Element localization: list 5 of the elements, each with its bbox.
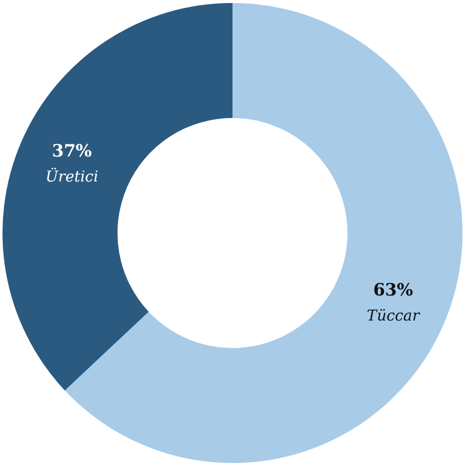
donut-slice [2,3,232,390]
data-label: 63% [373,280,414,300]
slice-label: Üretici [46,168,98,186]
slice-label: Tüccar [366,306,420,324]
data-label: 37% [52,142,92,162]
